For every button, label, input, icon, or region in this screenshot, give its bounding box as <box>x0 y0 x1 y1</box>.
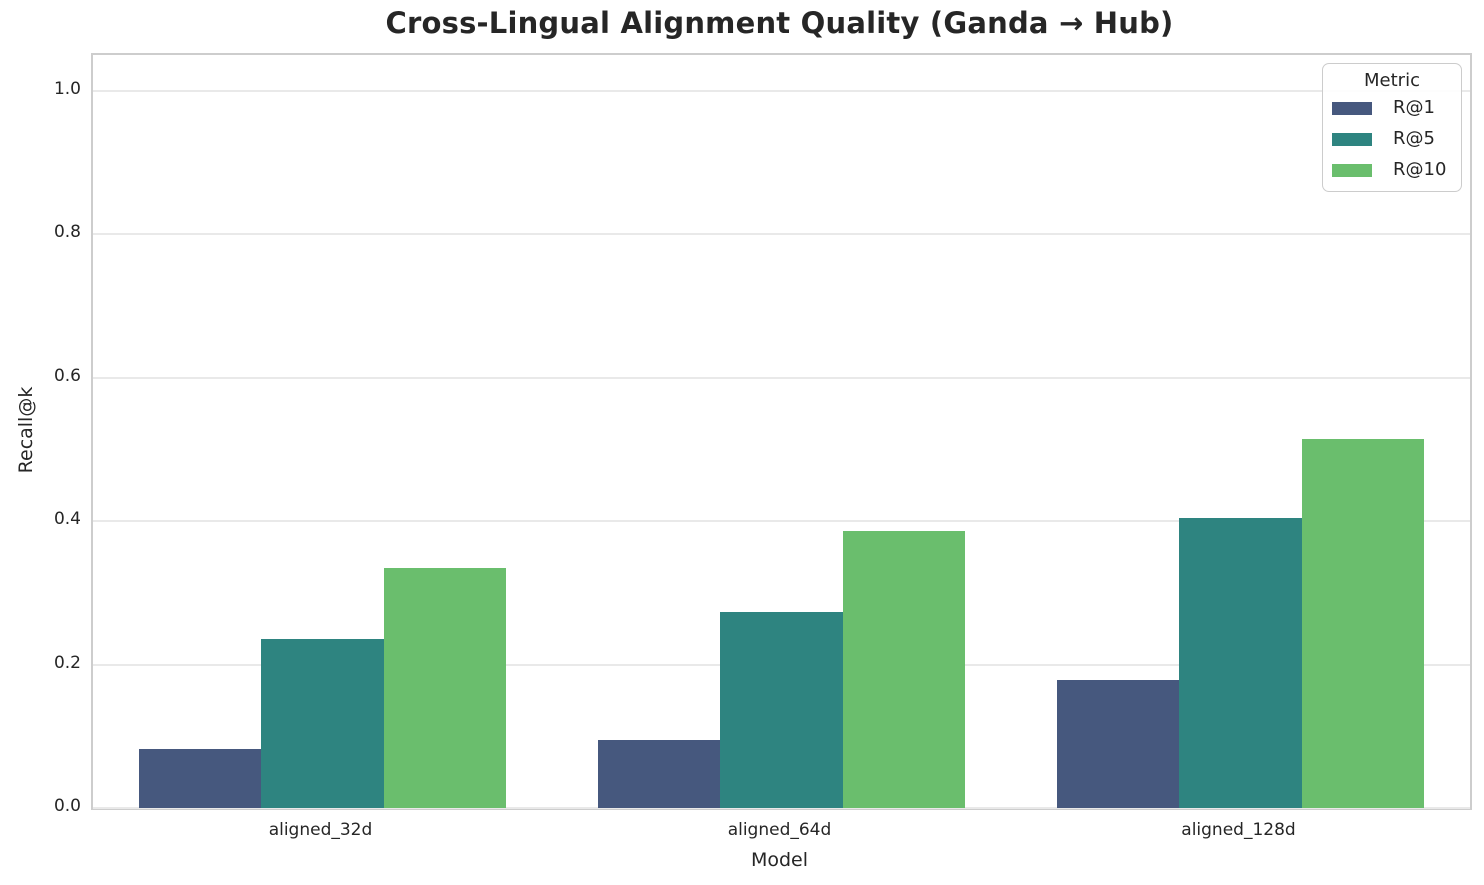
y-tick-label: 0.6 <box>53 365 81 386</box>
bar-aligned_128d-R@1 <box>1056 679 1180 808</box>
legend: Metric R@1 R@5 R@10 <box>1322 63 1462 192</box>
legend-entry-label: R@10 <box>1393 159 1447 180</box>
gridline <box>93 807 1470 809</box>
legend-swatch <box>1332 133 1372 146</box>
bar-aligned_64d-R@5 <box>720 611 843 808</box>
gridline <box>93 520 1470 523</box>
legend-entry: R@1 <box>1323 93 1461 124</box>
bar-aligned_128d-R@10 <box>1301 439 1425 808</box>
bar-aligned_128d-R@5 <box>1179 518 1302 808</box>
y-axis-label: Recall@k <box>15 386 37 474</box>
x-tick-label: aligned_128d <box>1181 820 1296 840</box>
x-tick-label: aligned_32d <box>268 820 373 840</box>
legend-title: Metric <box>1364 70 1420 91</box>
x-tick-label: aligned_64d <box>727 820 832 840</box>
legend-entries: R@1 R@5 R@10 <box>1323 93 1461 186</box>
y-tick-label: 0.2 <box>53 652 81 673</box>
legend-entry: R@10 <box>1323 155 1461 186</box>
bar-aligned_32d-R@10 <box>383 567 507 808</box>
legend-swatch <box>1332 102 1372 115</box>
chart-title: Cross-Lingual Alignment Quality (Ganda →… <box>385 6 1174 40</box>
bar-aligned_64d-R@10 <box>842 531 966 808</box>
legend-entry-label: R@1 <box>1393 97 1435 118</box>
y-tick-label: 0.8 <box>53 222 81 243</box>
legend-entry-label: R@5 <box>1393 128 1435 149</box>
x-axis-label: Model <box>750 849 809 871</box>
y-tick-label: 0.4 <box>53 509 81 530</box>
gridline <box>93 233 1470 236</box>
bar-aligned_32d-R@5 <box>261 638 384 808</box>
axes <box>91 53 1472 810</box>
gridline <box>93 376 1470 379</box>
bar-aligned_32d-R@1 <box>138 749 262 808</box>
y-tick-label: 0.0 <box>53 796 81 816</box>
legend-swatch <box>1332 164 1372 177</box>
bar-aligned_64d-R@1 <box>597 739 721 808</box>
gridline <box>93 89 1470 92</box>
legend-entry: R@5 <box>1323 124 1461 155</box>
y-tick-label: 1.0 <box>53 78 81 99</box>
